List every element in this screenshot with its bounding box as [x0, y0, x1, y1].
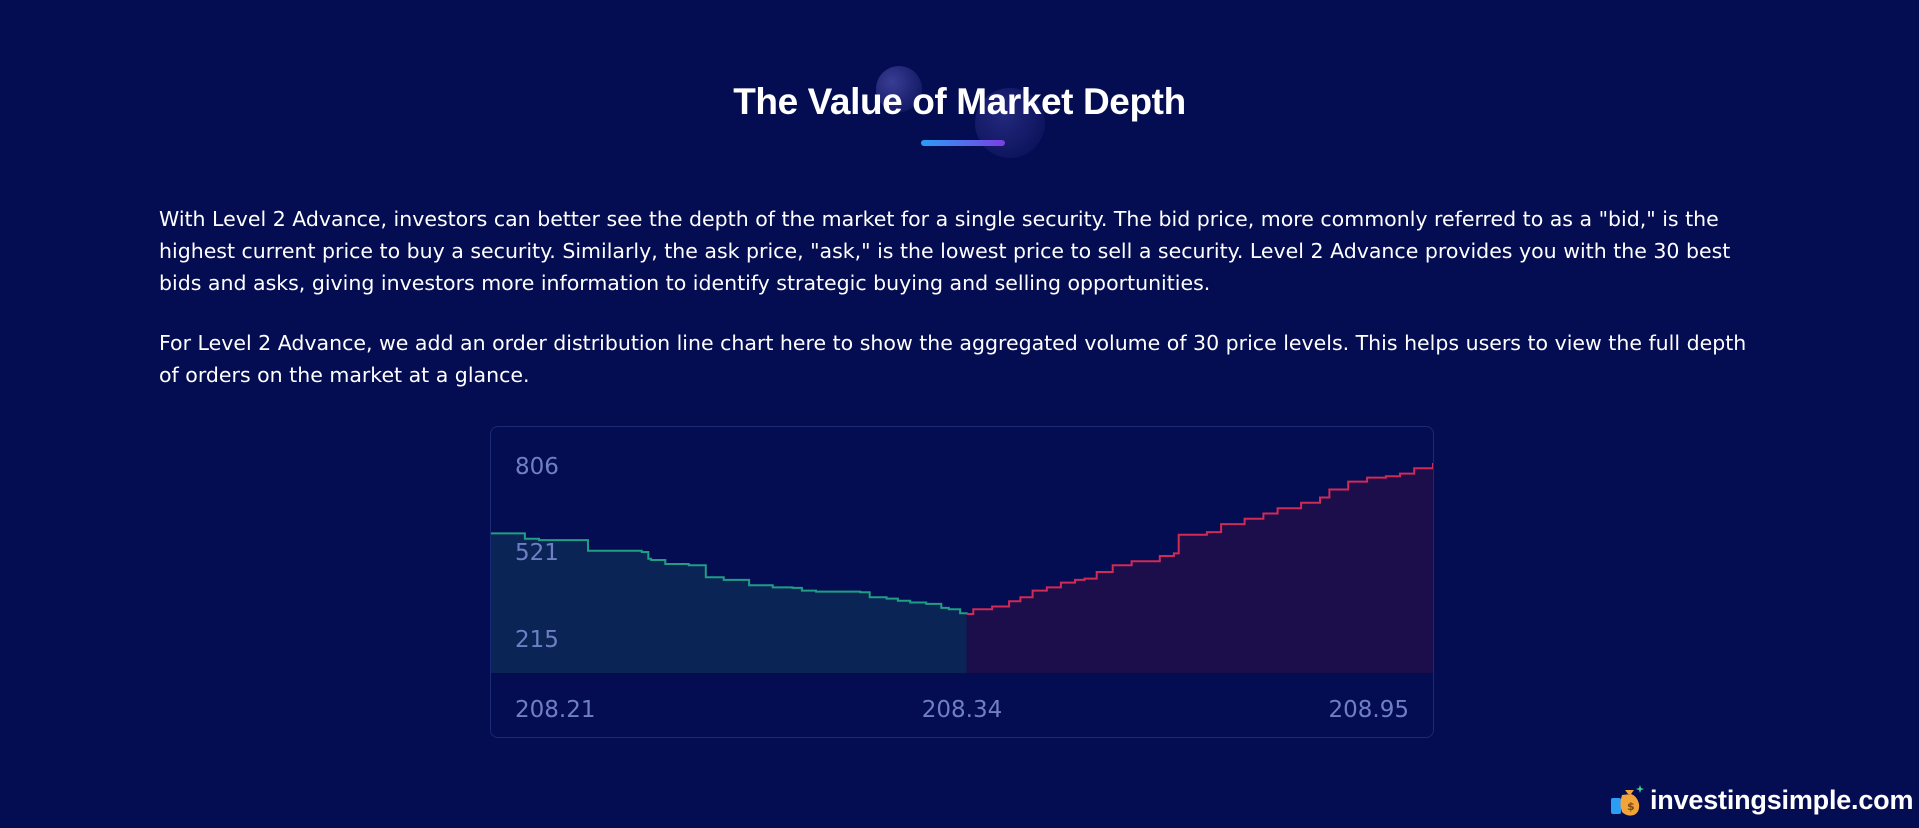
- svg-text:$: $: [1627, 800, 1635, 813]
- chart-description-paragraph: For Level 2 Advance, we add an order dis…: [159, 331, 1747, 387]
- y-tick-label: 806: [515, 454, 559, 480]
- title-block: The Value of Market Depth: [0, 72, 1919, 132]
- ask-area: [966, 463, 1433, 673]
- decorative-orb: [876, 66, 922, 112]
- bid-line: [491, 532, 968, 615]
- y-tick-label: 521: [515, 540, 559, 566]
- x-tick-label: 208.21: [515, 697, 595, 723]
- intro-paragraph: With Level 2 Advance, investors can bett…: [159, 207, 1731, 295]
- title-underline: [921, 140, 1005, 146]
- ask-line: [966, 463, 1433, 615]
- depth-chart-svg: 806 521 215 208.21 208.34 208.95: [491, 454, 1433, 737]
- decorative-orb: [975, 88, 1045, 158]
- brand-logo: $ investingsimple.com: [1610, 780, 1913, 820]
- market-depth-chart: 806 521 215 208.21 208.34 208.95: [490, 426, 1434, 738]
- brand-name: investingsimple.com: [1650, 784, 1914, 815]
- x-tick-label: 208.95: [1329, 697, 1409, 723]
- page-title: The Value of Market Depth: [733, 81, 1186, 122]
- bid-area: [491, 533, 967, 673]
- x-axis-band: [491, 673, 1433, 737]
- y-tick-label: 215: [515, 627, 559, 653]
- x-tick-label: 208.34: [922, 697, 1002, 723]
- money-bag-icon: $: [1611, 785, 1644, 816]
